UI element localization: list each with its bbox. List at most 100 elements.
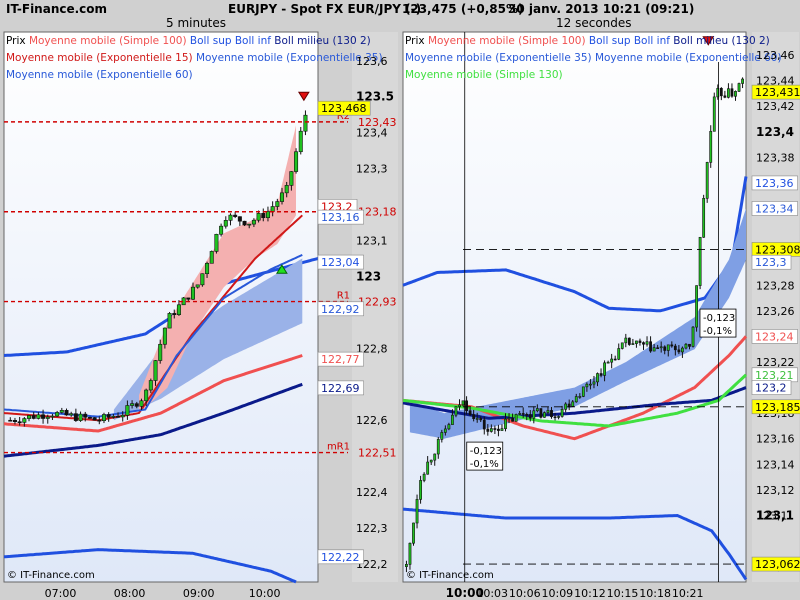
candle-up <box>507 417 511 420</box>
x-tick-label: 10:21 <box>672 587 704 600</box>
pivot-value: 122,93 <box>358 296 397 309</box>
candle-up <box>36 414 41 419</box>
price-tag <box>317 549 364 565</box>
candle-up <box>408 542 412 565</box>
brand-logo: IT-Finance.com <box>6 2 108 16</box>
candle-down <box>656 347 660 349</box>
candle-down <box>468 410 472 415</box>
candle-up <box>631 343 635 345</box>
candle-up <box>284 185 289 194</box>
candle-up <box>101 414 106 422</box>
candle-up <box>454 406 458 416</box>
y-tick-label: 123,6 <box>356 55 388 68</box>
price-tag-label: 123,2 <box>755 382 787 395</box>
candle-down <box>677 349 681 353</box>
candle-up <box>443 428 447 433</box>
candle-up <box>475 418 479 420</box>
candle-up <box>294 151 299 172</box>
plot-area <box>402 31 747 583</box>
candle-up <box>256 213 261 221</box>
y-tick-label: 122,3 <box>356 522 388 535</box>
candle-down <box>627 337 631 345</box>
candle-up <box>635 340 638 344</box>
price-tag-label: 123,431 <box>755 86 800 99</box>
candle-up <box>440 432 444 440</box>
candle-up <box>162 327 167 345</box>
candle-up <box>111 416 116 418</box>
candle-up <box>712 96 716 132</box>
legend-entry: Boll sup Boll inf <box>586 35 671 47</box>
legend-entry: Boll milieu (130 2) <box>271 35 371 47</box>
bollinger-lower <box>3 548 297 584</box>
candle-up <box>130 403 135 406</box>
measure-label: -0,123 <box>470 446 502 457</box>
candle-up <box>698 236 702 286</box>
candle-up <box>219 225 224 235</box>
candle-up <box>275 201 280 207</box>
y-tick-label: 122,6 <box>356 414 388 427</box>
candle-down <box>73 413 78 421</box>
candle-up <box>422 473 426 481</box>
candle-down <box>106 414 111 418</box>
candle-up <box>280 192 285 202</box>
ema-band <box>409 208 746 439</box>
candle-up <box>153 360 158 381</box>
pivot-name: R2 <box>337 111 350 122</box>
candle-down <box>688 343 691 347</box>
candle-down <box>12 420 17 423</box>
left-panel-title: 5 minutes <box>166 16 227 30</box>
x-tick-label: 10:00 <box>446 586 484 600</box>
candle-up <box>461 400 465 406</box>
candle-up <box>603 362 606 376</box>
candle-down <box>465 400 468 411</box>
legend-entry: Moyenne mobile (Exponentielle 60) <box>592 52 782 64</box>
candle-up <box>727 88 730 98</box>
price-tag <box>751 175 798 191</box>
candle-up <box>564 403 568 410</box>
candle-up <box>298 130 303 153</box>
candle-down <box>649 341 652 352</box>
candle-up <box>451 414 454 425</box>
candle-up <box>581 386 585 397</box>
candle-up <box>532 410 536 419</box>
candle-down <box>17 421 22 424</box>
legend-row: Moyenne mobile (Exponentielle 60) <box>6 69 193 81</box>
bollinger-lower <box>402 507 748 581</box>
candle-down <box>261 213 266 219</box>
candle-up <box>546 410 550 413</box>
candle-down <box>497 428 500 431</box>
candle-up <box>702 198 706 238</box>
candle-up <box>50 415 55 418</box>
measure-label: -0,123 <box>703 313 735 324</box>
legend-entry: Prix <box>6 35 26 47</box>
x-tick-label: 07:00 <box>45 587 77 600</box>
candle-up <box>610 358 614 363</box>
candle-up <box>504 418 507 429</box>
candle-down <box>663 346 667 351</box>
candle-down <box>638 340 642 343</box>
candle-up <box>458 404 461 407</box>
candle-up <box>645 341 649 345</box>
candle-up <box>489 428 493 432</box>
ema35-line <box>3 253 303 418</box>
candle-up <box>205 262 210 275</box>
candle-up <box>214 233 219 252</box>
x-tick-label: 08:00 <box>114 587 146 600</box>
candle-up <box>59 410 64 413</box>
price-tag <box>751 254 792 270</box>
y-tick-label-major: 123 <box>356 269 381 283</box>
x-tick-label: 10:12 <box>574 587 606 600</box>
price-tag-label: 123,24 <box>755 330 794 343</box>
candle-up <box>228 214 233 221</box>
candle-down <box>186 297 191 300</box>
legend-entry: Moyenne mobile (Exponentielle 15) <box>6 52 193 64</box>
candle-up <box>200 273 205 286</box>
sma100-line <box>3 354 303 433</box>
legend-entry: Moyenne mobile (Simple 100) <box>425 35 586 47</box>
candle-up <box>176 304 181 315</box>
chart-header: IT-Finance.com EURJPY - Spot FX EUR/JPY … <box>0 0 800 32</box>
legend-entry: Moyenne mobile (Exponentielle 35) <box>405 52 592 64</box>
candle-up <box>195 284 200 288</box>
x-tick-label: 10:15 <box>607 587 639 600</box>
y-tick-label: 123,14 <box>756 458 795 471</box>
